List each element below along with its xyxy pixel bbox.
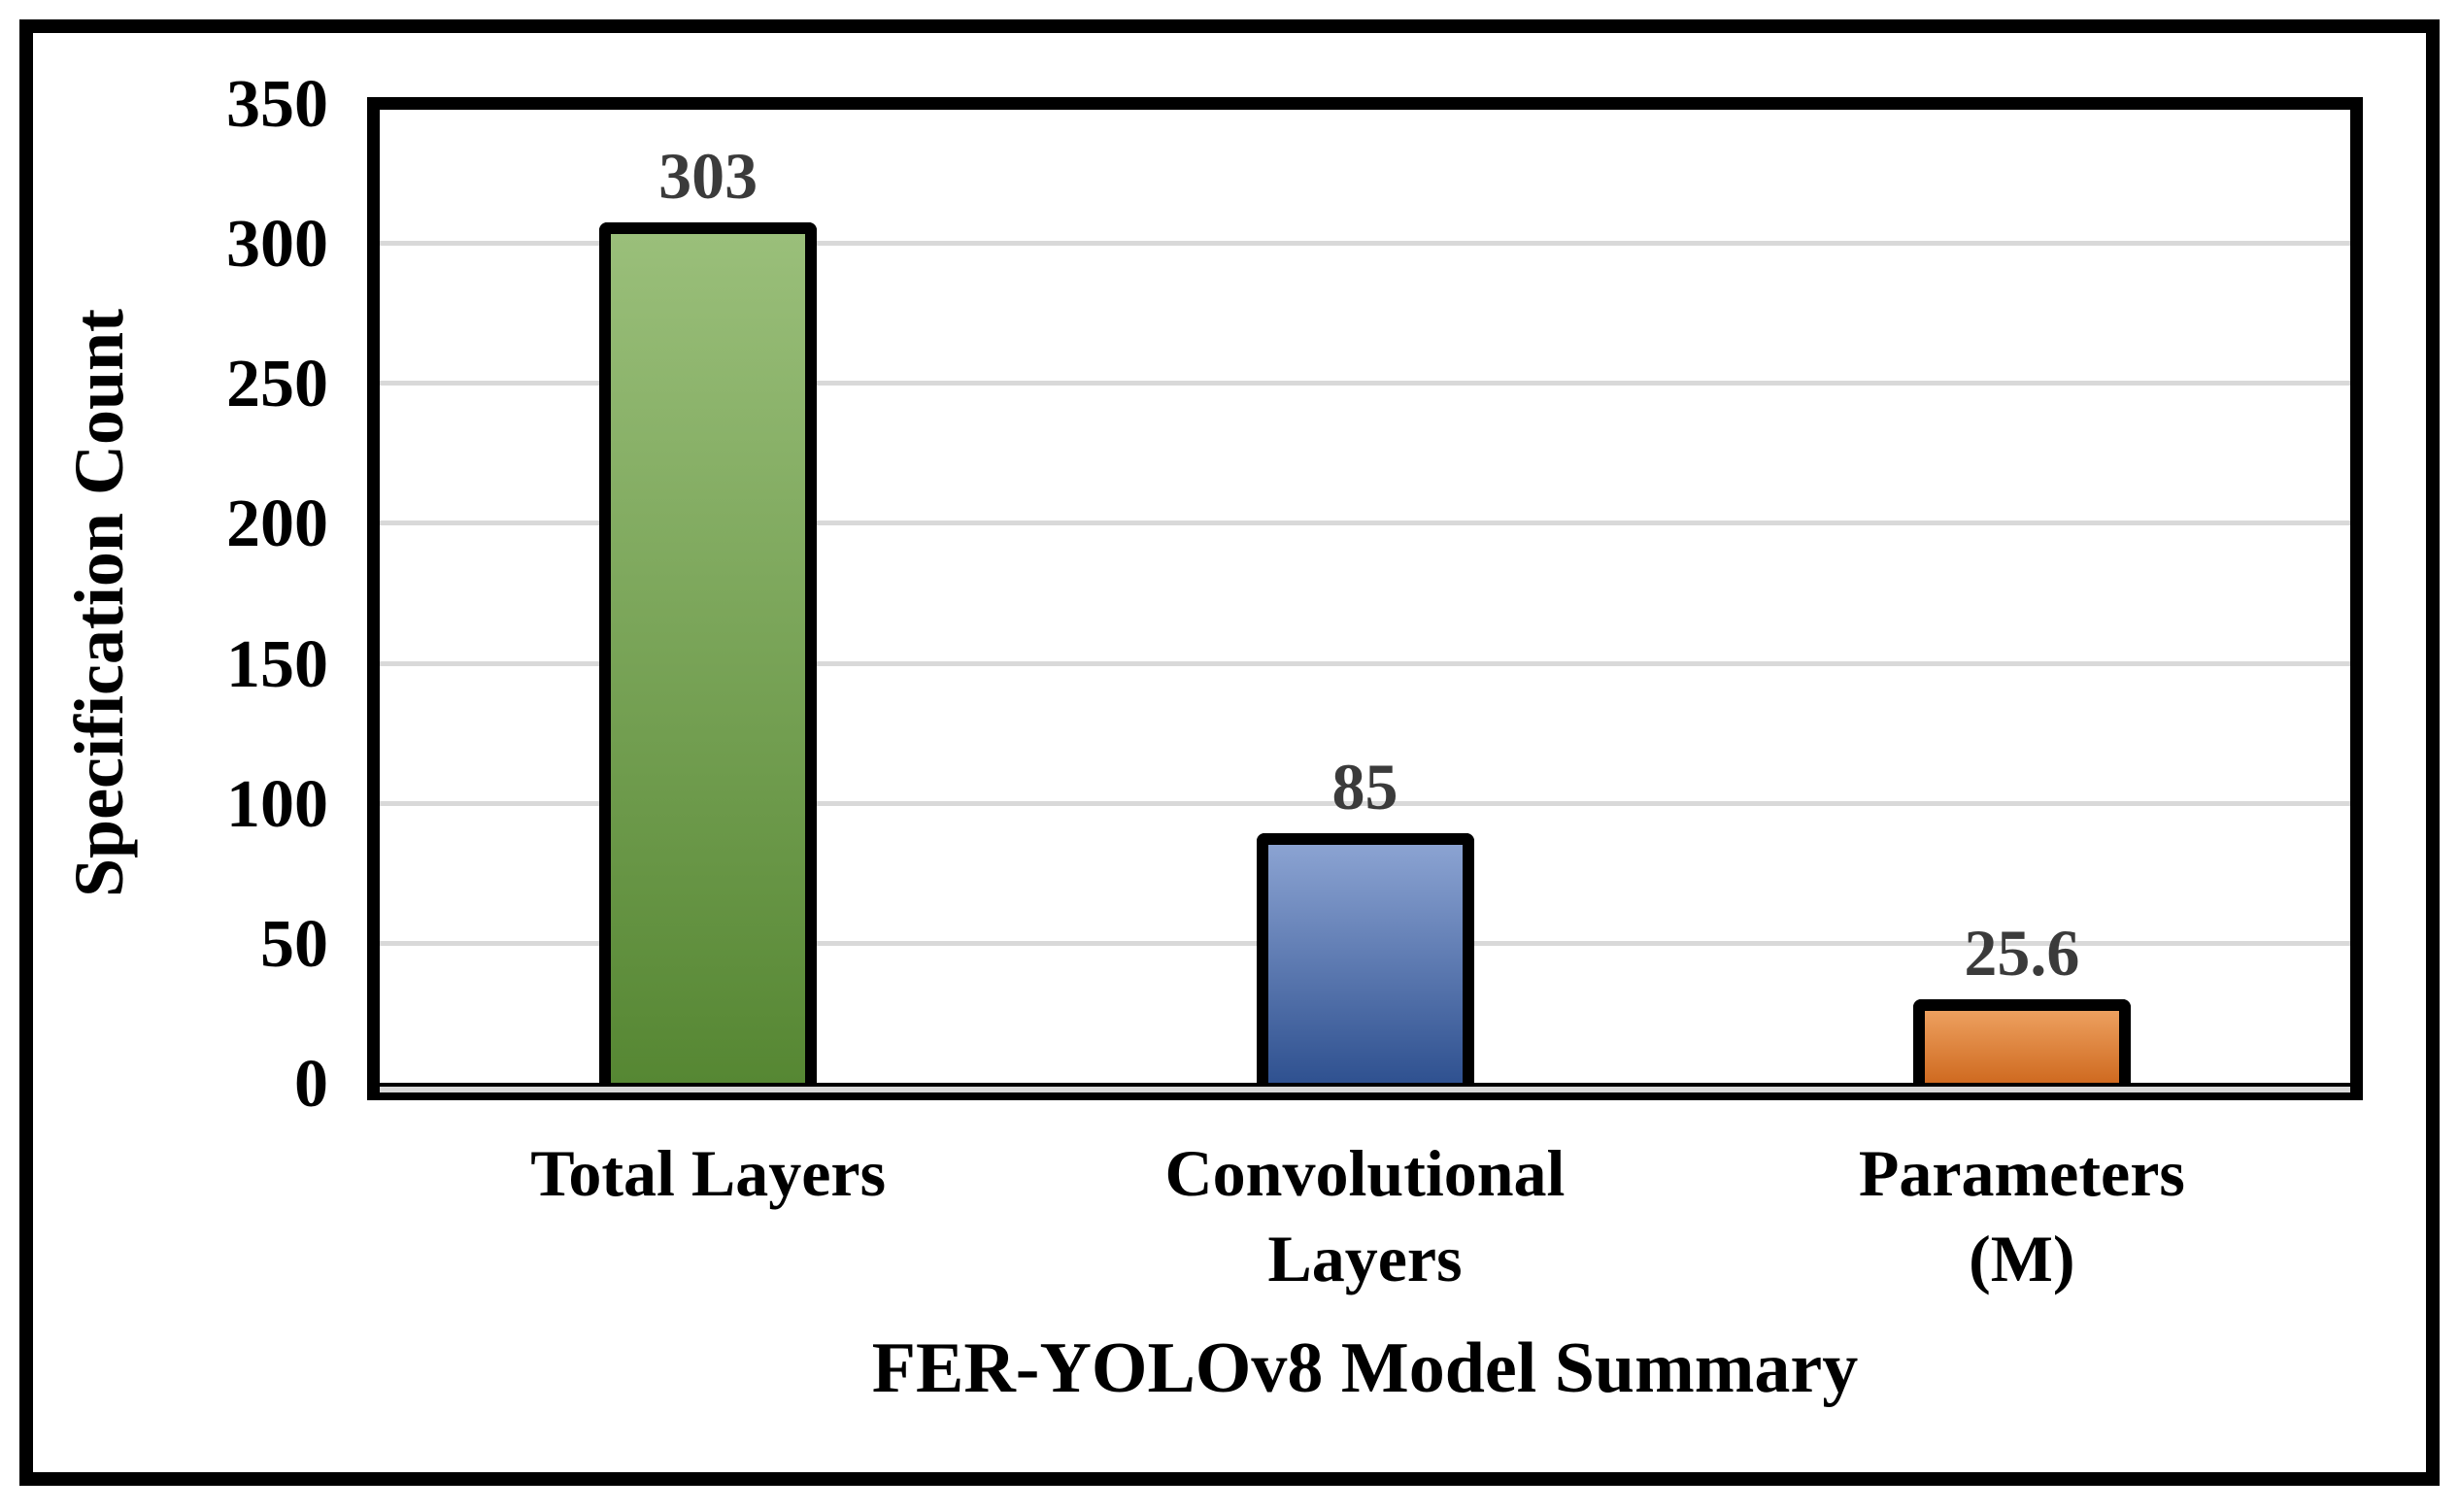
plot-inner <box>380 110 2350 1092</box>
y-tick-label: 200 <box>226 487 328 562</box>
y-tick-label: 50 <box>260 906 328 982</box>
value-label: 85 <box>1331 750 1398 823</box>
gridline <box>380 241 2350 247</box>
x-axis-shadow <box>380 1087 2350 1092</box>
plot-area <box>367 97 2363 1100</box>
category-label-convolutional-layers: Convolutional Layers <box>1164 1136 1566 1295</box>
y-tick-label: 150 <box>226 626 328 702</box>
gridline <box>380 381 2350 386</box>
gridline <box>380 521 2350 526</box>
gridline <box>380 660 2350 666</box>
y-tick-label: 300 <box>226 207 328 283</box>
y-tick-label: 0 <box>294 1047 328 1122</box>
bar-parameters-m- <box>1913 999 2131 1083</box>
y-tick-label: 250 <box>226 347 328 422</box>
y-tick-label: 100 <box>226 766 328 842</box>
bar-total-layers <box>599 222 817 1083</box>
gridline <box>380 800 2350 806</box>
x-axis-title: FER-YOLOv8 Model Summary <box>871 1328 1859 1408</box>
bar-convolutional-layers <box>1257 833 1474 1083</box>
category-label-parameters-m-: Parameters (M) <box>1858 1136 2185 1295</box>
category-label-total-layers: Total Layers <box>530 1136 887 1210</box>
x-axis-line <box>380 1083 2350 1087</box>
y-tick-label: 350 <box>226 67 328 142</box>
value-label: 25.6 <box>1964 916 2080 990</box>
value-label: 303 <box>658 139 758 213</box>
